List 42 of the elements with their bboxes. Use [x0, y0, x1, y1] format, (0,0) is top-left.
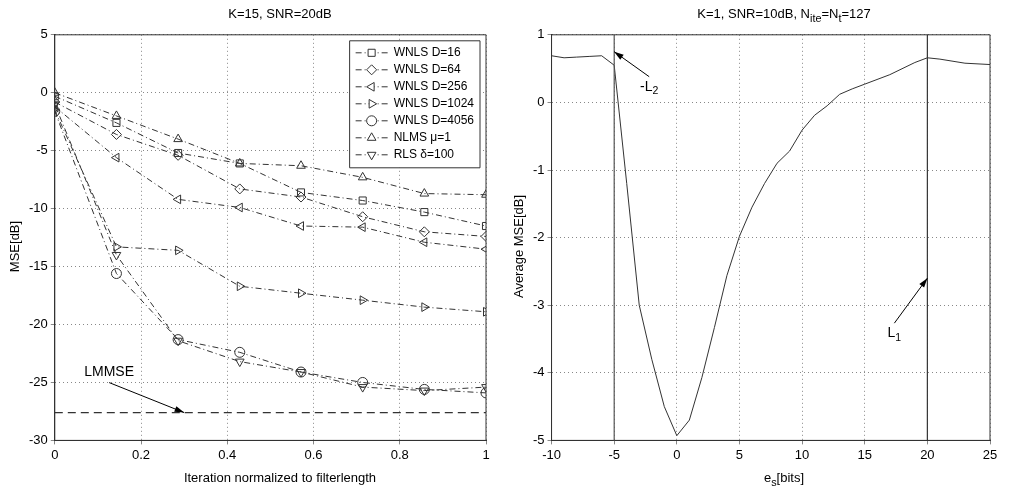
x-tick-label: 10 — [794, 446, 810, 462]
legend-label: WNLS D=4056 — [393, 113, 475, 128]
y-tick-label: -10 — [28, 200, 48, 216]
x-tick-label: 1 — [482, 446, 490, 462]
x-axis-title: e$_{s}$[bits] — [762, 470, 806, 488]
x-tick-label: 0.8 — [390, 446, 409, 462]
legend-label: RLS δ=100 — [393, 147, 455, 162]
x-tick-label: -5 — [608, 446, 620, 462]
y-tick-label: 1 — [537, 26, 545, 42]
x-tick-label: 25 — [982, 446, 998, 462]
x-axis-title: Iteration normalized to filterlength — [182, 470, 378, 485]
chart-title: K=15, SNR=20dB — [227, 6, 333, 21]
legend-label: WNLS D=1024 — [393, 96, 475, 111]
annotation: LMMSE — [84, 363, 135, 380]
legend-label: WNLS D=256 — [393, 79, 468, 94]
y-tick-label: 0 — [40, 84, 48, 100]
x-tick-label: 0 — [673, 446, 681, 462]
y-tick-label: -5 — [36, 142, 48, 158]
chart-title: K=1, SNR=10dB, N$_{ite}$=N$_{t}$=127 — [696, 6, 872, 24]
y-tick-label: -4 — [533, 364, 545, 380]
y-tick-label: -15 — [28, 258, 48, 274]
y-tick-label: -3 — [533, 296, 545, 312]
legend-label: WNLS D=64 — [393, 62, 461, 77]
y-tick-label: -25 — [28, 374, 48, 390]
y-tick-label: -1 — [533, 161, 545, 177]
y-tick-label: -30 — [28, 431, 48, 447]
x-tick-label: 0.4 — [218, 446, 237, 462]
y-axis-title: MSE[dB] — [7, 220, 23, 272]
x-tick-label: 0 — [51, 446, 59, 462]
x-tick-label: 0.6 — [304, 446, 323, 462]
y-tick-label: -2 — [533, 229, 545, 245]
x-tick-label: 5 — [735, 446, 744, 462]
y-tick-label: 0 — [537, 93, 545, 109]
legend-label: NLMS μ=1 — [393, 130, 452, 145]
x-tick-label: 0.2 — [131, 446, 151, 462]
x-tick-label: 15 — [857, 446, 872, 462]
y-axis-title: Average MSE[dB] — [511, 194, 527, 298]
y-tick-label: 5 — [40, 26, 48, 42]
legend-label: WNLS D=16 — [393, 45, 461, 60]
x-tick-label: 20 — [920, 446, 935, 462]
y-tick-label: -20 — [28, 316, 48, 332]
y-tick-label: -5 — [533, 431, 545, 447]
